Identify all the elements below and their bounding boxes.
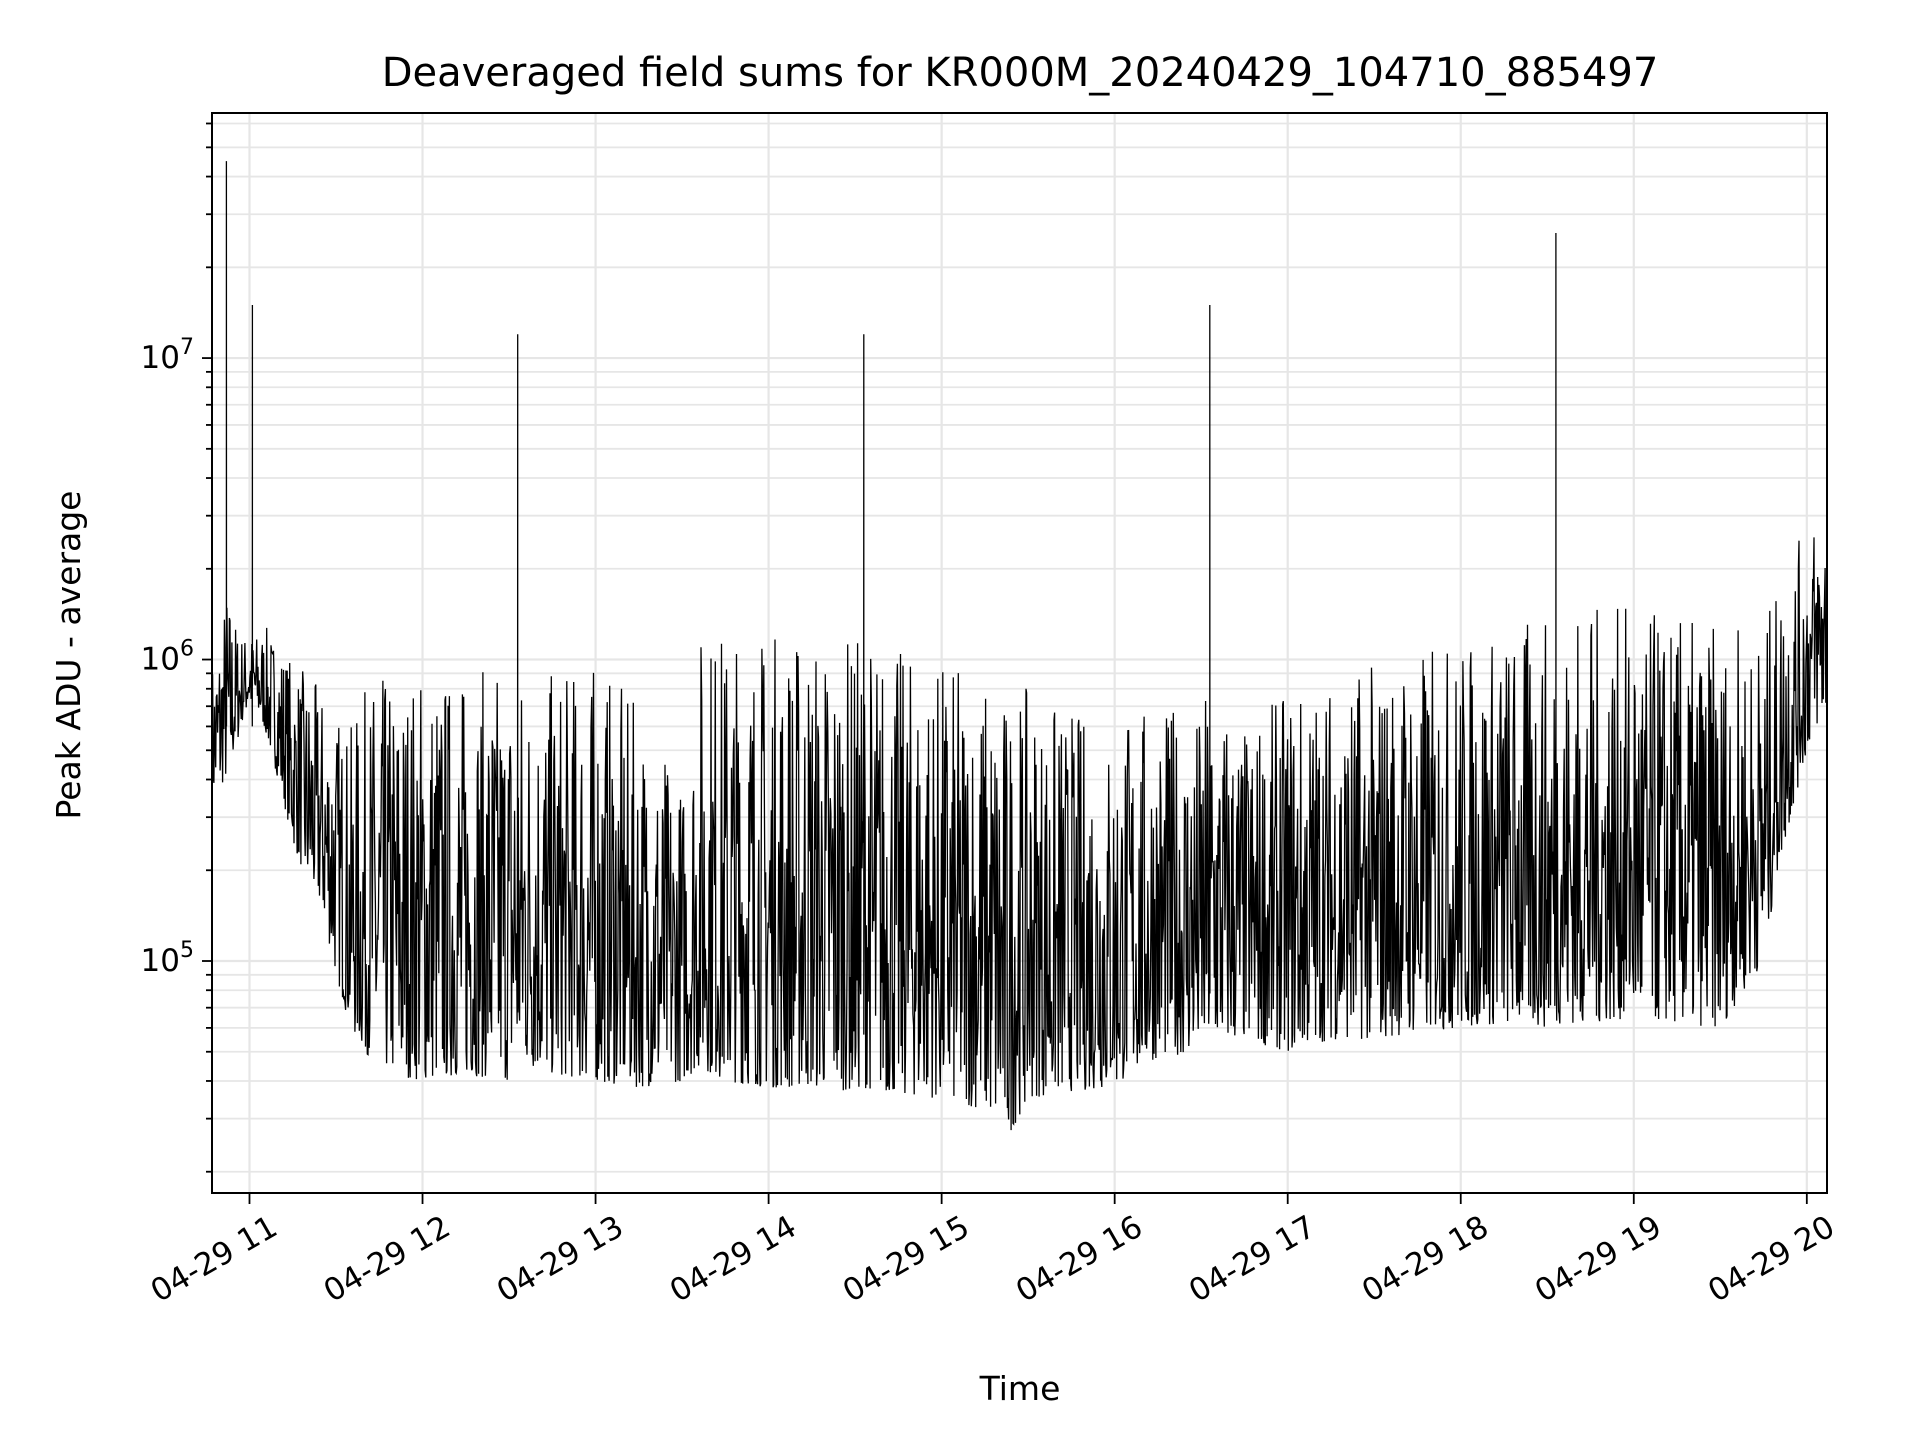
y-tick-base: 10	[141, 943, 180, 979]
y-tick-base: 10	[141, 642, 180, 678]
x-tick-label: 04-29 17	[1183, 1209, 1322, 1310]
y-axis-label: Peak ADU - average	[49, 491, 88, 820]
y-tick-exponent: 5	[180, 938, 194, 963]
x-tick-label: 04-29 20	[1702, 1209, 1841, 1310]
series-line	[211, 161, 1828, 1131]
y-tick-base: 10	[141, 340, 180, 376]
y-tick-label: 105	[141, 938, 194, 979]
x-tick-label: 04-29 12	[318, 1209, 457, 1310]
x-tick-label: 04-29 15	[837, 1209, 976, 1310]
x-tick-label: 04-29 19	[1529, 1209, 1668, 1310]
x-tick-label: 04-29 14	[664, 1209, 803, 1310]
y-tick-exponent: 6	[180, 637, 194, 662]
chart-title: Deaveraged field sums for KR000M_2024042…	[382, 50, 1659, 96]
x-tick-label: 04-29 13	[491, 1209, 630, 1310]
x-axis-ticks: 04-29 11 04-29 12 04-29 13 04-29 14 04-29 15…	[145, 1193, 1841, 1310]
series-layer	[211, 161, 1828, 1131]
x-tick-label: 04-29 18	[1356, 1209, 1495, 1310]
x-tick-label: 04-29 11	[145, 1209, 284, 1310]
x-axis-label: Time	[979, 1369, 1061, 1408]
plot-frame	[211, 112, 1828, 1194]
y-tick-label: 107	[141, 335, 194, 376]
y-tick-label: 106	[141, 637, 194, 678]
y-tick-exponent: 7	[180, 335, 194, 360]
x-tick-label: 04-29 16	[1010, 1209, 1149, 1310]
